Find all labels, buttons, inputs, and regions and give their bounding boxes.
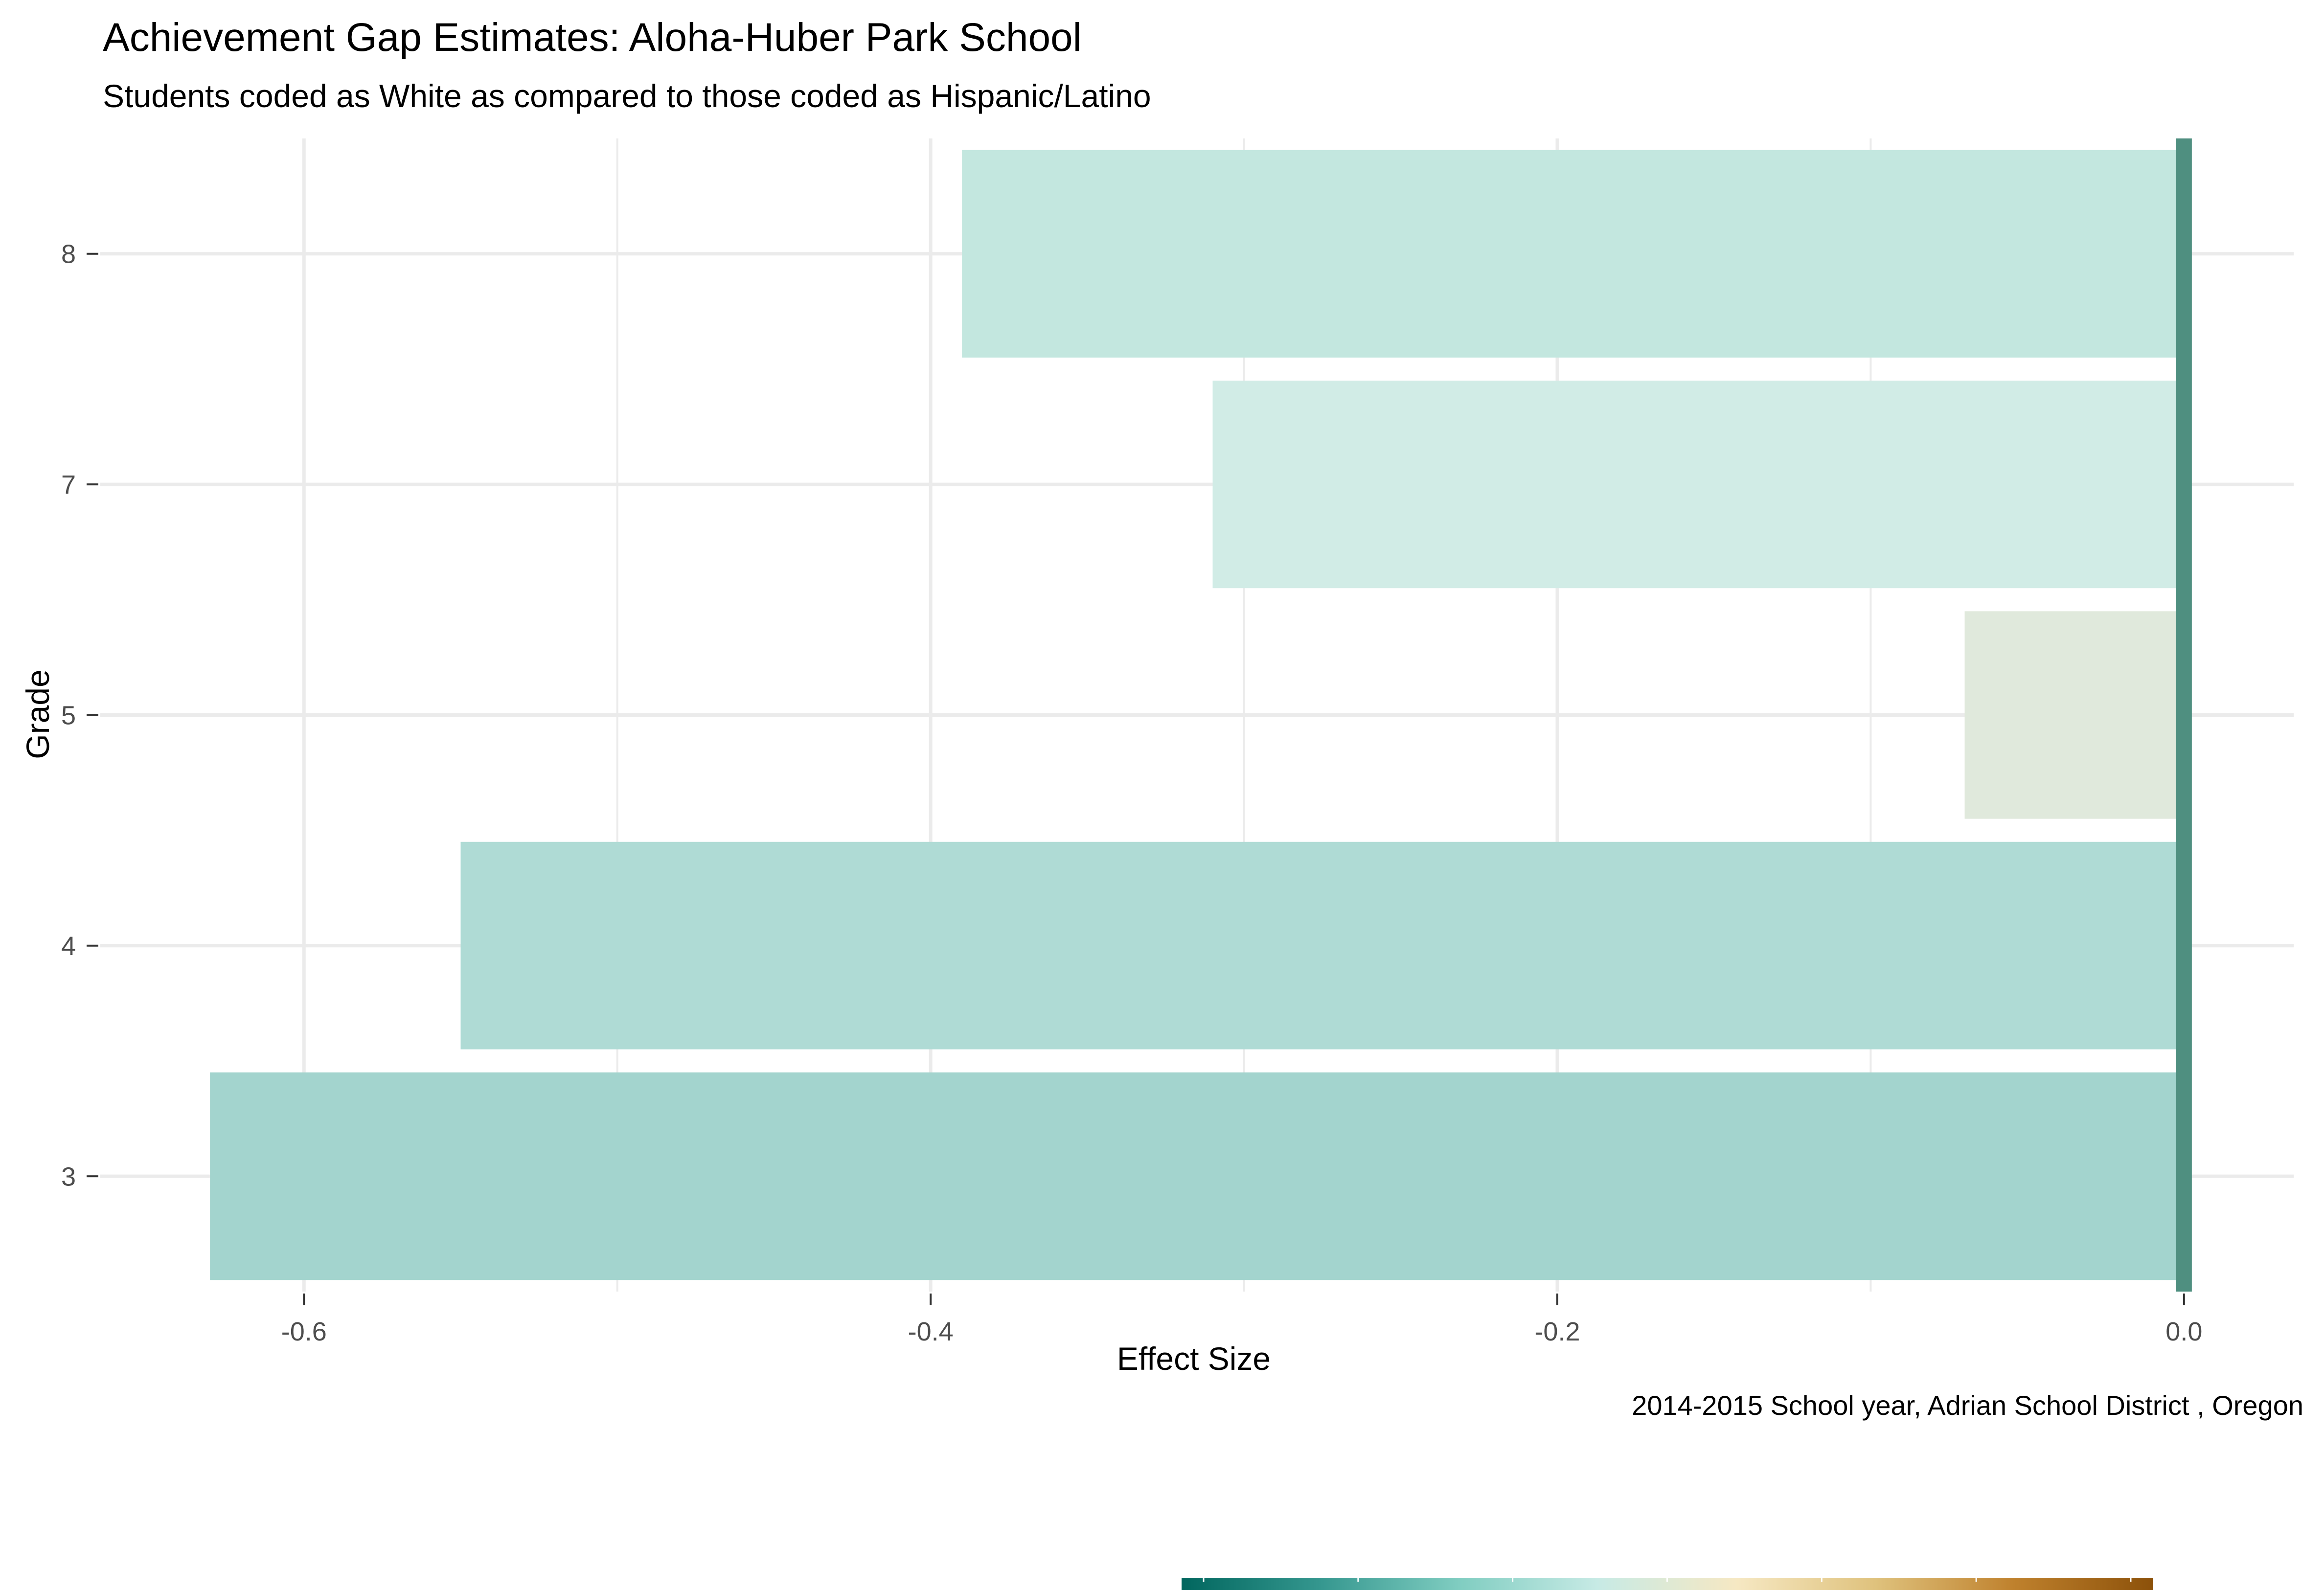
x-axis-title: Effect Size [1117,1340,1271,1377]
bar-grade-8 [962,150,2184,358]
x-tick-label: -0.2 [1534,1317,1580,1346]
chart-subtitle: Students coded as White as compared to t… [103,78,1151,114]
chart-caption: 2014-2015 School year, Adrian School Dis… [1632,1390,2303,1421]
x-tick-label: 0.0 [2165,1317,2202,1346]
y-tick-label: 5 [61,701,76,730]
chart-title: Achievement Gap Estimates: Aloha-Huber P… [103,15,1082,60]
bar-grade-5 [1964,611,2184,819]
bar-grade-4 [460,841,2184,1050]
y-tick-label: 4 [61,931,76,961]
y-tick-label: 3 [61,1162,76,1191]
bar-grade-3 [210,1072,2184,1280]
x-axis-ticks: -0.6 -0.4 -0.2 0.0 [281,1294,2202,1346]
x-tick-label: -0.6 [281,1317,327,1346]
y-tick-label: 7 [61,470,76,500]
bars [210,150,2184,1280]
x-tick-label: -0.4 [908,1317,954,1346]
y-axis-title: Grade [20,669,56,759]
bar-grade-7 [1212,380,2184,589]
y-axis-ticks: 3 4 5 7 8 [61,240,98,1191]
colorbar [1182,1578,2153,1590]
y-tick-label: 8 [61,240,76,269]
